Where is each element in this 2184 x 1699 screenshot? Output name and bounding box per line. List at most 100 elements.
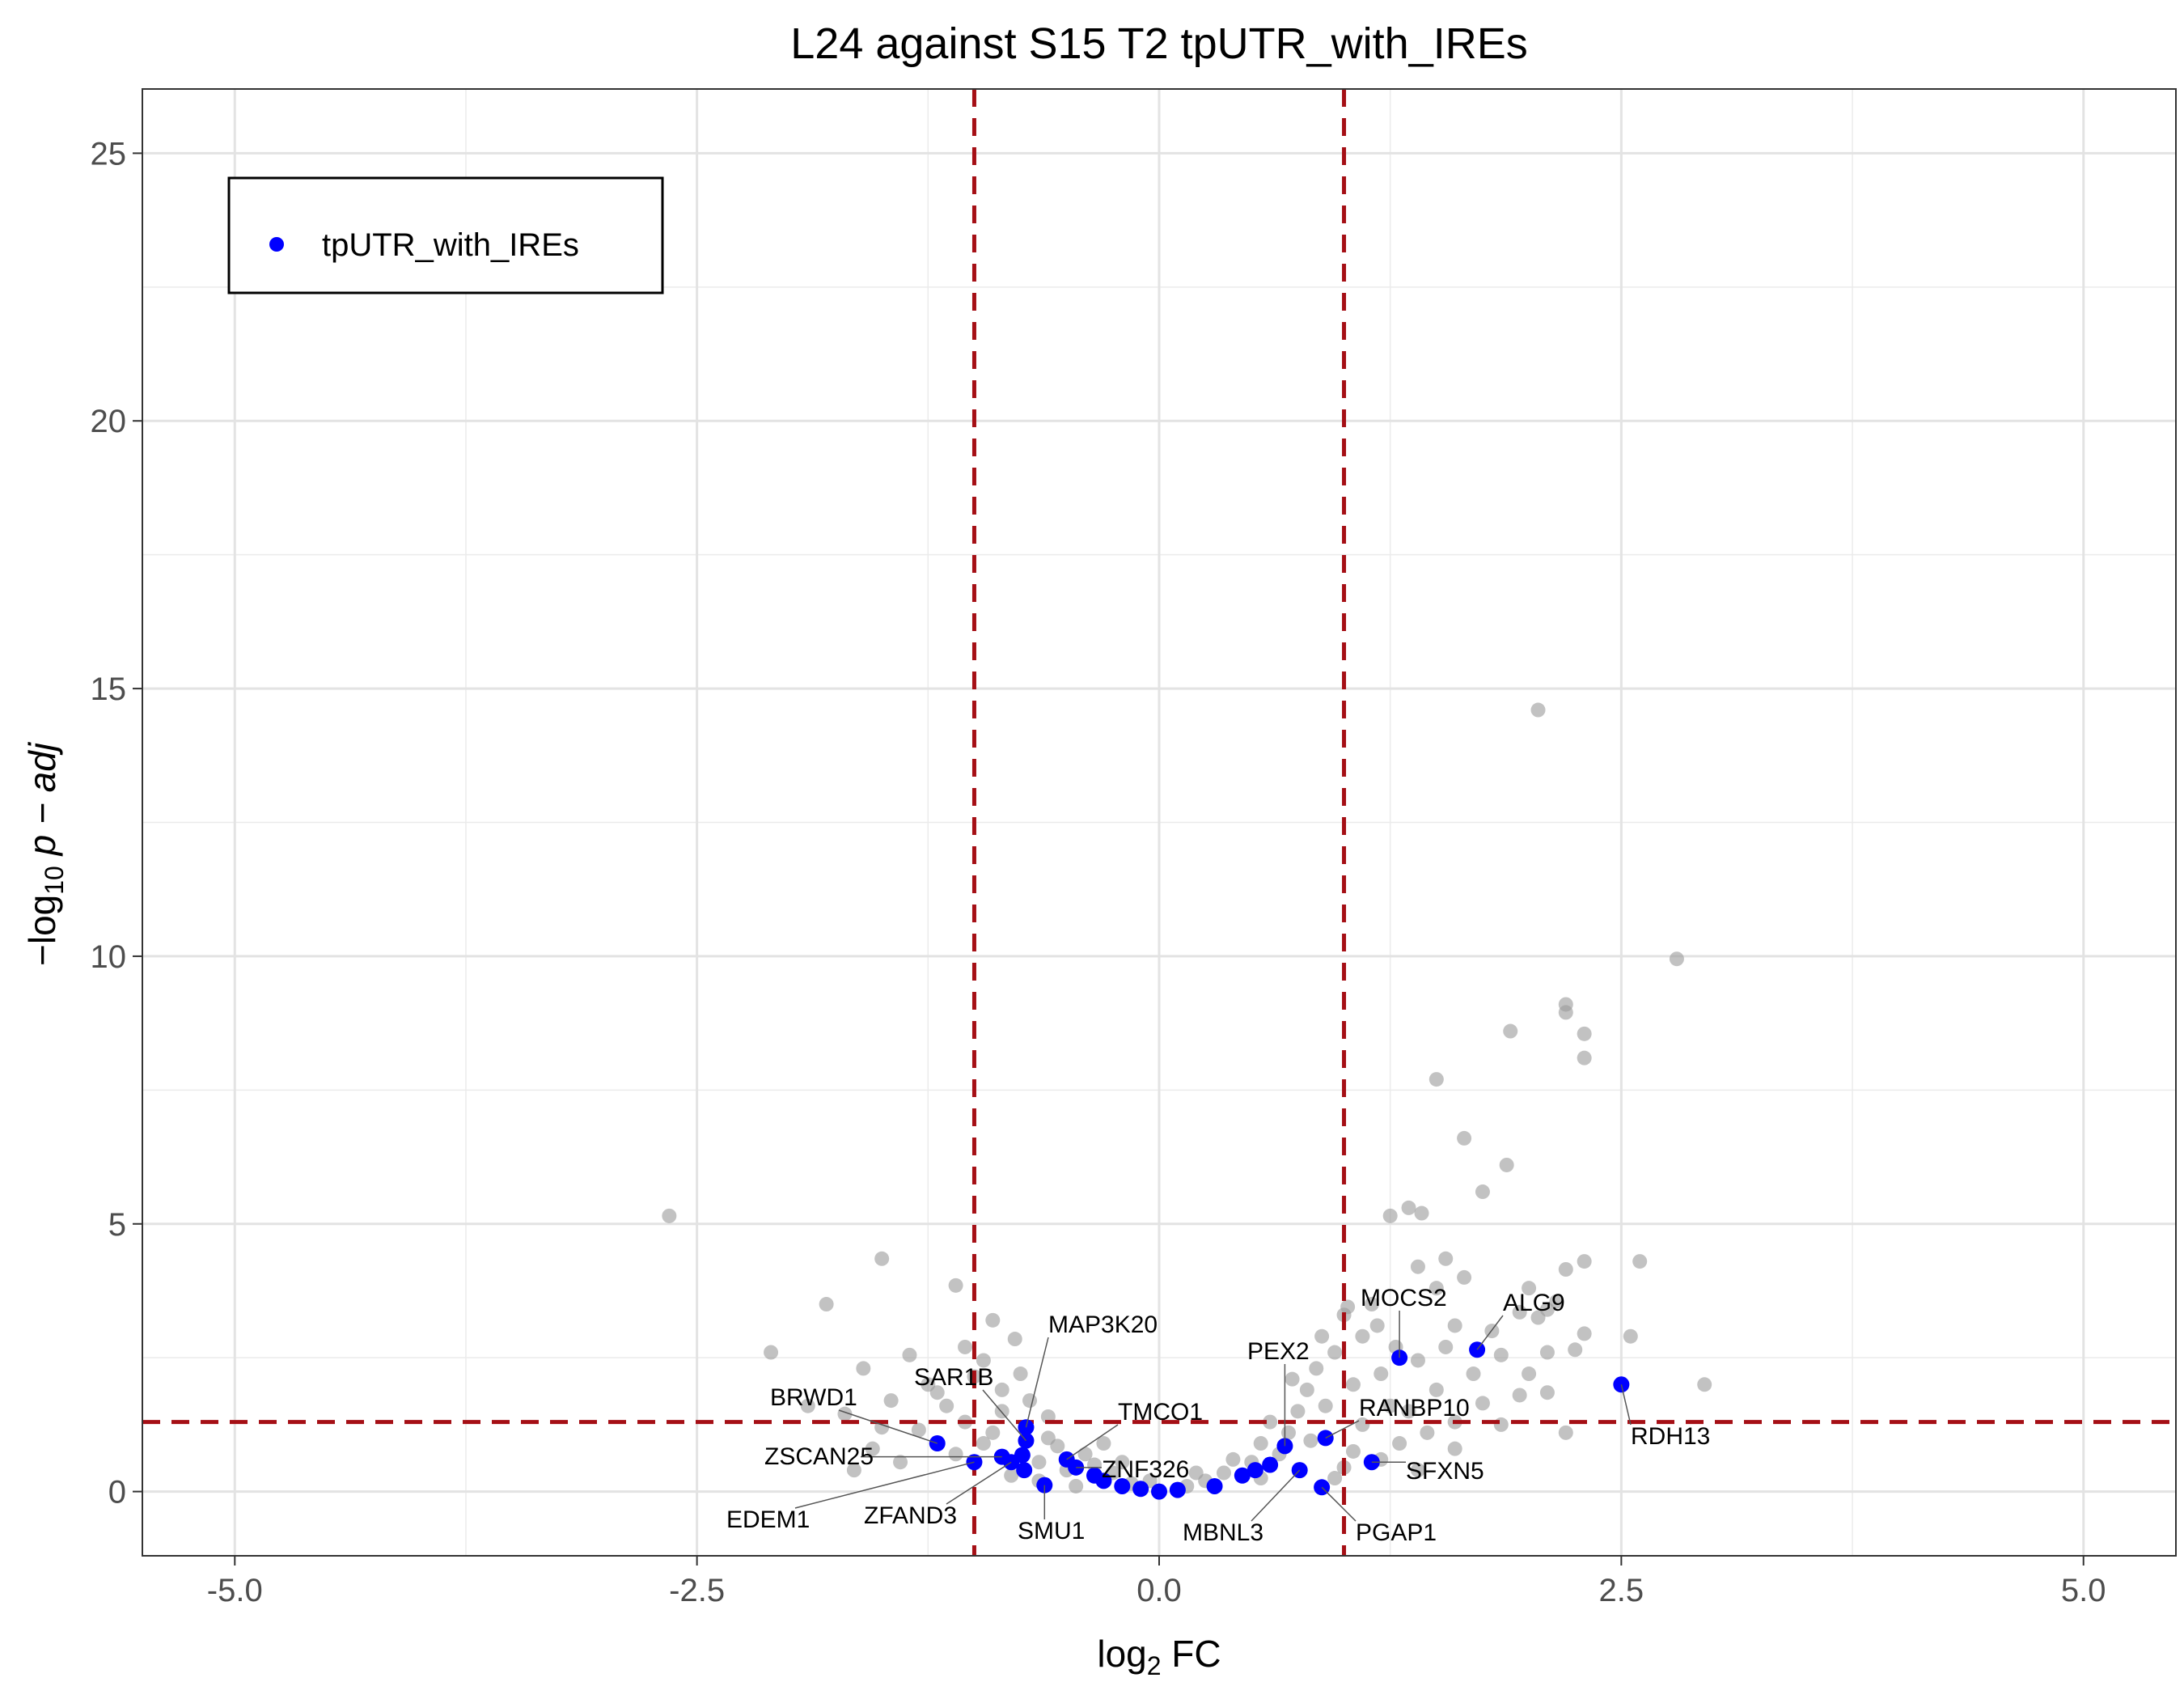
gene-point xyxy=(1512,1388,1527,1403)
gene-point xyxy=(929,1385,945,1400)
gene-point xyxy=(1340,1299,1356,1315)
gene-point xyxy=(1522,1366,1537,1382)
x-tick-label: -2.5 xyxy=(669,1573,725,1608)
gene-point xyxy=(1373,1366,1389,1382)
x-axis-label-base: log xyxy=(1097,1633,1146,1675)
gene-point xyxy=(1115,1455,1130,1470)
gene-point xyxy=(1318,1398,1333,1413)
gene-point xyxy=(976,1353,991,1368)
gene-point xyxy=(1428,1072,1444,1087)
y-axis-label-rest: p − adj xyxy=(21,741,63,866)
gene-label: RDH13 xyxy=(1631,1423,1710,1450)
gene-point xyxy=(985,1312,1001,1328)
gene-label: EDEM1 xyxy=(726,1506,810,1533)
gene-point xyxy=(800,1398,815,1413)
gene-point xyxy=(1263,1414,1278,1430)
gene-point xyxy=(1530,702,1546,718)
gene-point xyxy=(764,1345,779,1360)
annotation-connector xyxy=(794,1461,975,1509)
gene-point xyxy=(1457,1130,1472,1146)
gene-point xyxy=(1364,1297,1379,1312)
gene-point xyxy=(1355,1328,1370,1344)
annotation-connector xyxy=(982,1389,1027,1442)
gene-point xyxy=(1382,1208,1398,1223)
gene-point xyxy=(1382,1398,1398,1413)
x-tick-label: 5.0 xyxy=(2061,1573,2106,1608)
gene-point xyxy=(1558,1262,1573,1277)
gene-point xyxy=(1290,1404,1306,1419)
legend-box xyxy=(227,176,664,294)
gene-point xyxy=(1669,951,1684,967)
gene-point xyxy=(976,1436,991,1451)
gene-annotations: MAP3K20 SAR1B BRWD1 TMCO1 ZSCAN25 ZNF326 EDEM1… xyxy=(726,1285,1710,1546)
gene-point xyxy=(902,1347,917,1362)
y-tick-label: 0 xyxy=(108,1475,126,1510)
gene-label: ZFAND3 xyxy=(864,1502,957,1529)
gene-point xyxy=(1438,1251,1454,1266)
ire-gene-point xyxy=(1132,1481,1149,1498)
gene-label: ALG9 xyxy=(1503,1290,1565,1316)
gene-point xyxy=(958,1339,973,1354)
gene-point xyxy=(1077,1447,1093,1462)
gene-label: BRWD1 xyxy=(770,1384,857,1411)
annotation-connector xyxy=(1325,1420,1360,1439)
threshold-lines xyxy=(142,89,2176,1556)
gene-point xyxy=(874,1251,890,1266)
gene-point xyxy=(1392,1436,1407,1451)
y-axis-label-prefix: −log xyxy=(21,895,63,966)
gene-label: RANBP10 xyxy=(1359,1395,1470,1421)
y-tick-label: 20 xyxy=(91,404,127,439)
gene-point xyxy=(1285,1371,1300,1387)
gene-point xyxy=(985,1425,1001,1440)
x-axis-ticks: -5.0 -2.5 0.0 2.5 5.0 xyxy=(207,1556,2106,1608)
ire-gene-point xyxy=(1234,1467,1251,1484)
gene-point xyxy=(1457,1269,1472,1285)
gene-point xyxy=(1188,1465,1204,1481)
gene-point xyxy=(1447,1441,1462,1456)
gene-point xyxy=(856,1361,871,1376)
gene-point xyxy=(1493,1347,1509,1362)
gene-point xyxy=(1327,1345,1343,1360)
gene-point xyxy=(1022,1393,1038,1409)
gene-point xyxy=(1428,1281,1444,1296)
ire-gene-point xyxy=(1246,1462,1263,1479)
gene-point xyxy=(1493,1417,1509,1432)
x-axis-label-rest: FC xyxy=(1162,1633,1221,1675)
x-tick-label: -5.0 xyxy=(207,1573,263,1608)
x-axis-label-subscript: 2 xyxy=(1147,1651,1162,1680)
gene-label: SAR1B xyxy=(914,1364,993,1391)
gene-point xyxy=(1420,1425,1435,1440)
gene-point xyxy=(1410,1463,1425,1478)
gene-point xyxy=(1475,1396,1490,1411)
gene-point xyxy=(846,1463,861,1478)
gene-point xyxy=(1577,1050,1592,1066)
gene-point xyxy=(1327,1471,1343,1486)
gene-point xyxy=(1225,1451,1241,1467)
gene-point xyxy=(1069,1478,1084,1494)
annotation-connector xyxy=(1066,1424,1119,1460)
gene-point xyxy=(819,1297,834,1312)
x-axis-label: log2 FC xyxy=(1097,1633,1221,1680)
gene-label: MBNL3 xyxy=(1183,1519,1263,1546)
gene-point xyxy=(1299,1382,1314,1397)
gene-point xyxy=(1549,1294,1564,1309)
ire-gene-point xyxy=(1262,1456,1279,1473)
gene-point xyxy=(1558,1425,1573,1440)
y-tick-label: 25 xyxy=(91,136,127,172)
gene-point xyxy=(1530,1310,1546,1325)
gene-label: MOCS2 xyxy=(1361,1285,1447,1311)
gene-point xyxy=(1369,1318,1385,1333)
gene-point xyxy=(1428,1382,1444,1397)
gene-point xyxy=(1303,1433,1318,1448)
y-tick-label: 5 xyxy=(108,1207,126,1243)
gene-point xyxy=(1410,1259,1425,1274)
gene-point xyxy=(1466,1366,1481,1382)
gene-point xyxy=(865,1441,880,1456)
gene-point xyxy=(1040,1430,1056,1446)
annotation-connector xyxy=(946,1461,1012,1505)
y-tick-label: 10 xyxy=(91,939,127,975)
gene-point xyxy=(1522,1281,1537,1296)
gene-point xyxy=(1539,1345,1555,1360)
gene-point xyxy=(1697,1377,1712,1392)
gene-point xyxy=(1558,1005,1573,1020)
